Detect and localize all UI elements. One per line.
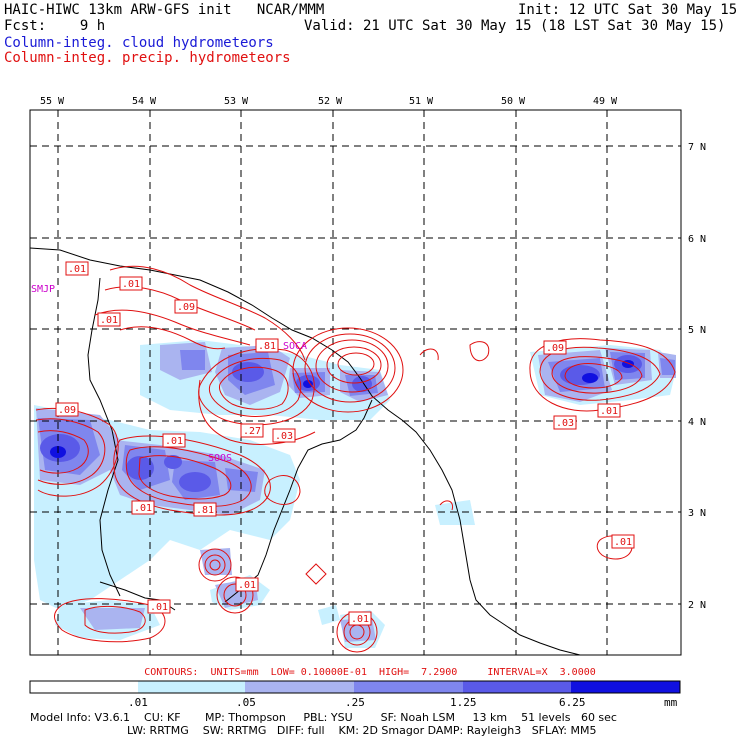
contour-label: .01	[131, 500, 155, 515]
colorbar-tick: 1.25	[450, 696, 477, 709]
svg-text:.01: .01	[351, 614, 369, 625]
station-labels: SMJP SOCA SOOS	[31, 284, 307, 464]
header-forecast-hour: Fcst: 9 h	[4, 18, 106, 34]
contour-label: .01	[611, 534, 635, 549]
colorbar-tick: .01	[128, 696, 148, 709]
colorbar-tick: .25	[345, 696, 365, 709]
lon-label: 49 W	[593, 96, 618, 107]
contour-label: .01	[348, 611, 372, 626]
contour-label: .01	[119, 276, 143, 291]
svg-text:.27: .27	[243, 426, 261, 437]
svg-text:.81: .81	[196, 505, 214, 516]
precip-contours	[35, 265, 676, 653]
lat-label: 2 N	[688, 600, 706, 611]
svg-text:.01: .01	[100, 315, 118, 326]
lat-label: 6 N	[688, 234, 706, 245]
contour-info: CONTOURS: UNITS=mm LOW= 0.10000E-01 HIGH…	[144, 667, 596, 678]
lat-label: 5 N	[688, 325, 706, 336]
lon-label: 50 W	[501, 96, 526, 107]
header-title: HAIC-HIWC 13km ARW-GFS init NCAR/MMM	[4, 2, 325, 18]
colorbar-unit: mm	[664, 696, 678, 709]
station-smjp: SMJP	[31, 284, 55, 295]
contour-label: .01	[597, 403, 621, 418]
svg-text:.01: .01	[68, 264, 86, 275]
header-valid-time: Valid: 21 UTC Sat 30 May 15 (18 LST Sat …	[304, 18, 726, 34]
svg-text:.01: .01	[614, 537, 632, 548]
contour-label: .09	[55, 402, 79, 417]
contour-label: .01	[147, 599, 171, 614]
lon-label: 54 W	[132, 96, 157, 107]
contour-label: .09	[543, 340, 567, 355]
station-soos: SOOS	[208, 453, 232, 464]
contour-label: .01	[162, 433, 186, 448]
svg-text:.01: .01	[122, 279, 140, 290]
model-info-line2: LW: RRTMG SW: RRTMG DIFF: full KM: 2D Sm…	[127, 724, 597, 737]
svg-text:.03: .03	[275, 431, 293, 442]
model-info-line1: Model Info: V3.6.1 CU: KF MP: Thompson P…	[30, 711, 617, 724]
svg-text:.81: .81	[258, 341, 276, 352]
lat-label: 4 N	[688, 417, 706, 428]
colorbar-tick: .05	[236, 696, 256, 709]
svg-text:.01: .01	[165, 436, 183, 447]
svg-text:.01: .01	[150, 602, 168, 613]
field-precip-hydrometeors: Column-integ. precip. hydrometeors	[4, 50, 291, 66]
svg-text:.09: .09	[546, 343, 564, 354]
axis-labels: 55 W 54 W 53 W 52 W 51 W 50 W 49 W 7 N 6…	[40, 96, 706, 611]
svg-text:.09: .09	[177, 302, 195, 313]
contour-label: .01	[97, 312, 121, 327]
lon-label: 55 W	[40, 96, 65, 107]
svg-text:.09: .09	[58, 405, 76, 416]
contour-label: .01	[65, 261, 89, 276]
contour-label: .03	[272, 428, 296, 443]
contour-label: .01	[235, 577, 259, 592]
lat-label: 7 N	[688, 142, 706, 153]
header-init-time: Init: 12 UTC Sat 30 May 15	[518, 2, 738, 18]
cloud-hydrometeor-fill	[34, 340, 676, 648]
contour-label: .81	[193, 502, 217, 517]
colorbar	[29, 680, 681, 694]
svg-text:.01: .01	[134, 503, 152, 514]
contour-label: .81	[255, 338, 279, 353]
field-cloud-hydrometeors: Column-integ. cloud hydrometeors	[4, 35, 274, 51]
contour-labels: .01 .01 .09 .01 .81 .09 .01 .27 .03 .81 …	[55, 261, 635, 626]
colorbar-tick: 6.25	[559, 696, 586, 709]
contour-label: .03	[553, 415, 577, 430]
lon-label: 53 W	[224, 96, 249, 107]
contour-label: .27	[240, 423, 264, 438]
contour-label: .09	[174, 299, 198, 314]
station-soca: SOCA	[283, 341, 307, 352]
lon-label: 51 W	[409, 96, 434, 107]
svg-text:.01: .01	[238, 580, 256, 591]
lat-label: 3 N	[688, 508, 706, 519]
svg-text:.01: .01	[600, 406, 618, 417]
lon-label: 52 W	[318, 96, 343, 107]
svg-text:.03: .03	[556, 418, 574, 429]
